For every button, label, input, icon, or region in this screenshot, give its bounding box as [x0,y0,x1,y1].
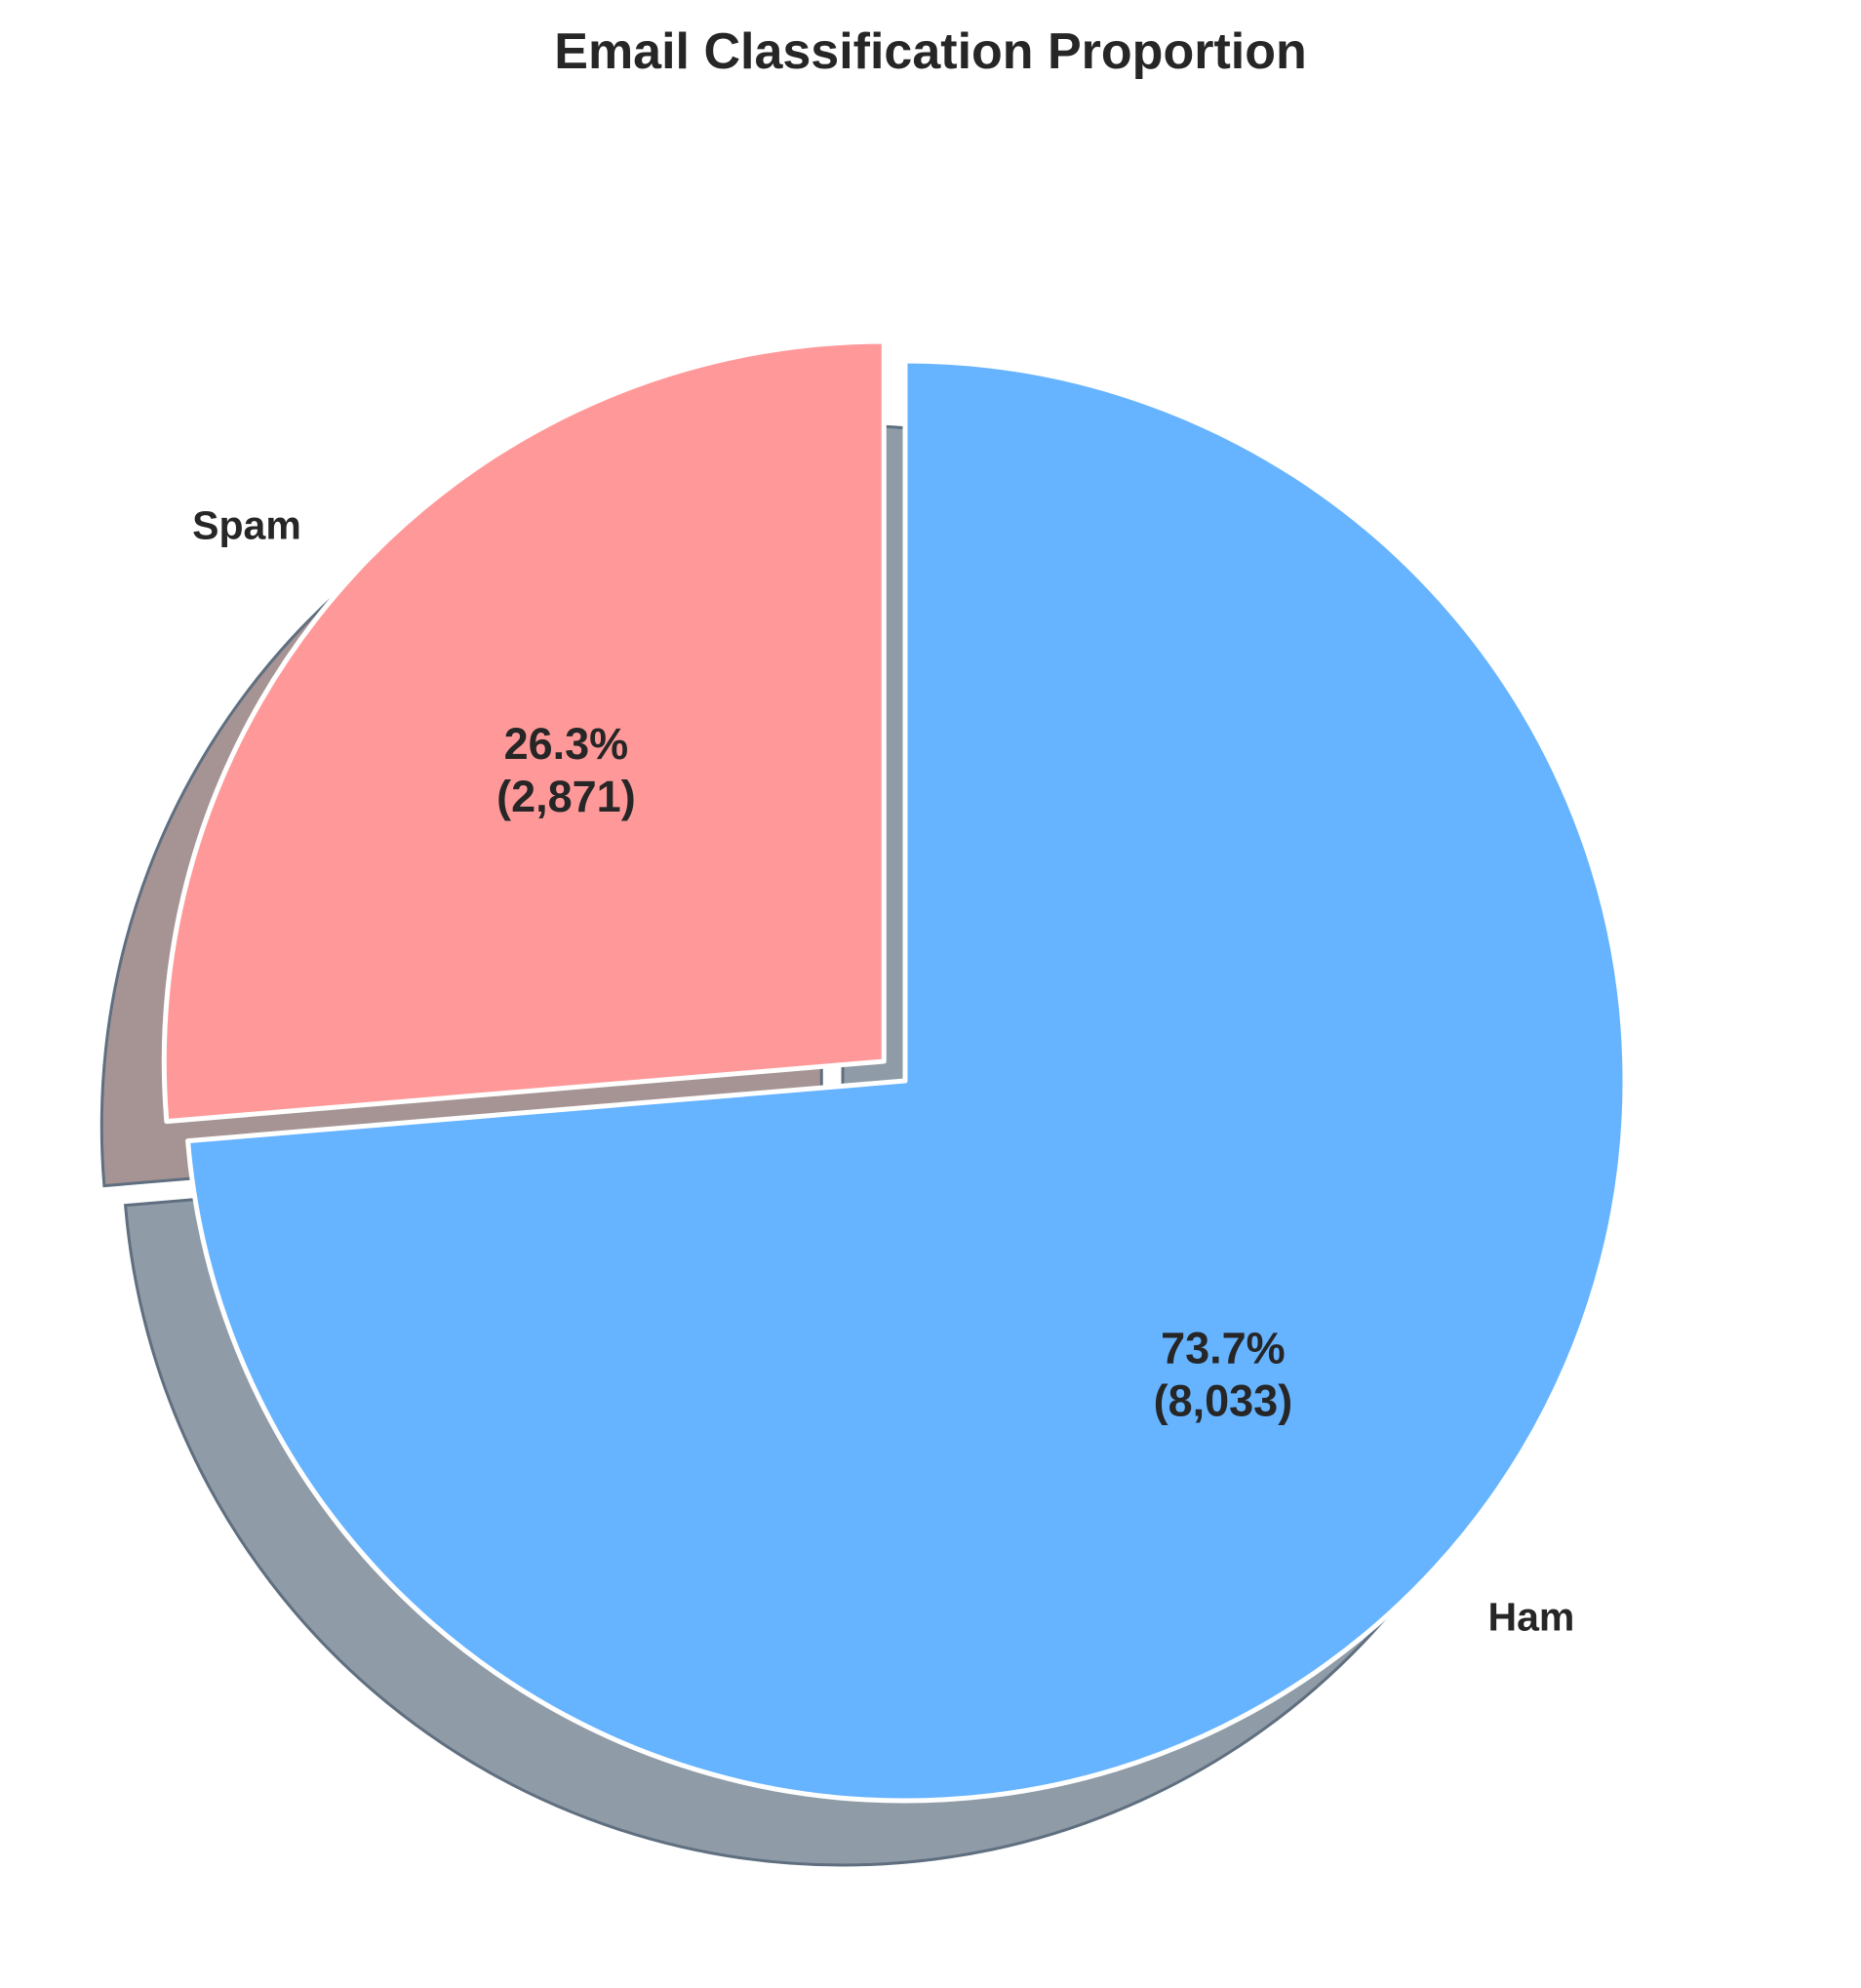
slice-count-spam: (2,871) [496,772,636,821]
slices [161,338,1628,1804]
slice-labels: Ham 73.7%(8,033) Spam 26.3%(2,871) [192,503,1574,1640]
pie-slice-ham [185,358,1628,1804]
chart-title: Email Classification Proportion [554,23,1306,80]
slice-percent-ham: 73.7% [1161,1323,1286,1372]
slice-label-spam: Spam [192,503,301,548]
slice-label-ham: Ham [1488,1595,1575,1640]
slice-percent-spam: 26.3% [504,719,629,769]
slice-count-ham: (8,033) [1154,1375,1293,1425]
pie-slice-spam [161,338,887,1125]
